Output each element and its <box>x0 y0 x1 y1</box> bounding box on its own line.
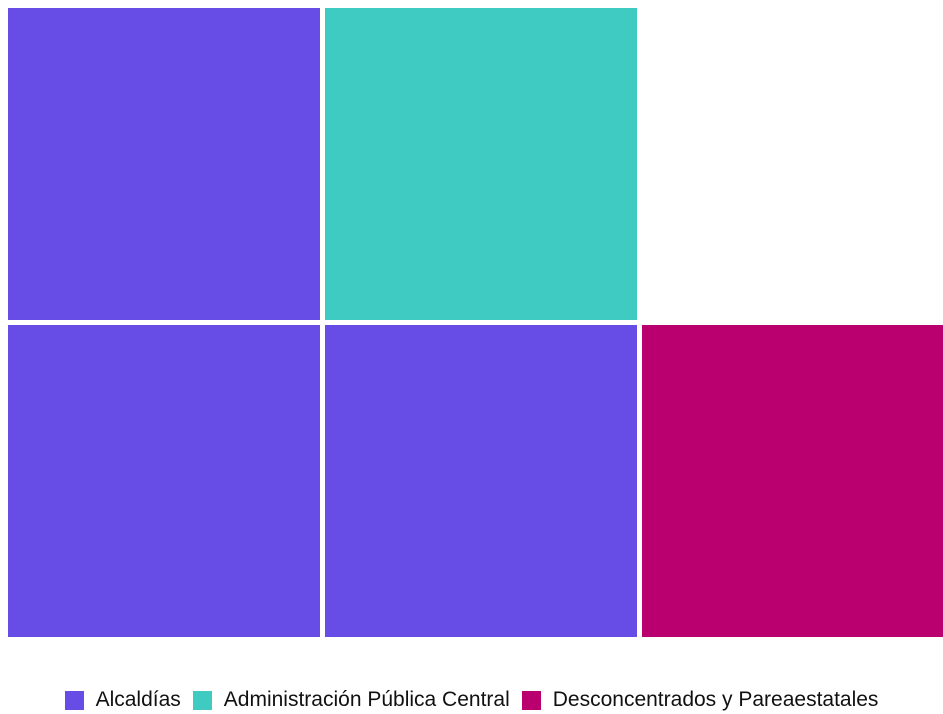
legend-swatch-administracion <box>192 690 212 710</box>
waffle-cell-alcaldias-2 <box>8 325 320 637</box>
legend-swatch-alcaldias <box>64 690 84 710</box>
legend-item-desconcentrados: Desconcentrados y Pareaestatales <box>521 688 879 712</box>
legend-label-administracion: Administración Pública Central <box>223 688 510 711</box>
legend-item-alcaldias: Alcaldías <box>64 688 181 712</box>
waffle-chart <box>8 8 943 637</box>
legend-label-desconcentrados: Desconcentrados y Pareaestatales <box>552 688 879 711</box>
waffle-cell-alcaldias-3 <box>325 325 637 637</box>
legend-swatch-desconcentrados <box>521 690 541 710</box>
legend-label-alcaldias: Alcaldías <box>95 688 181 711</box>
legend-item-administracion: Administración Pública Central <box>192 688 510 712</box>
waffle-cell-alcaldias-0 <box>8 8 320 320</box>
waffle-cell-administracion-publica-central-1 <box>325 8 637 320</box>
waffle-cell-desconcentrados-y-pareaestatales-4 <box>642 325 943 637</box>
chart-legend: Alcaldías Administración Pública Central… <box>0 686 943 714</box>
